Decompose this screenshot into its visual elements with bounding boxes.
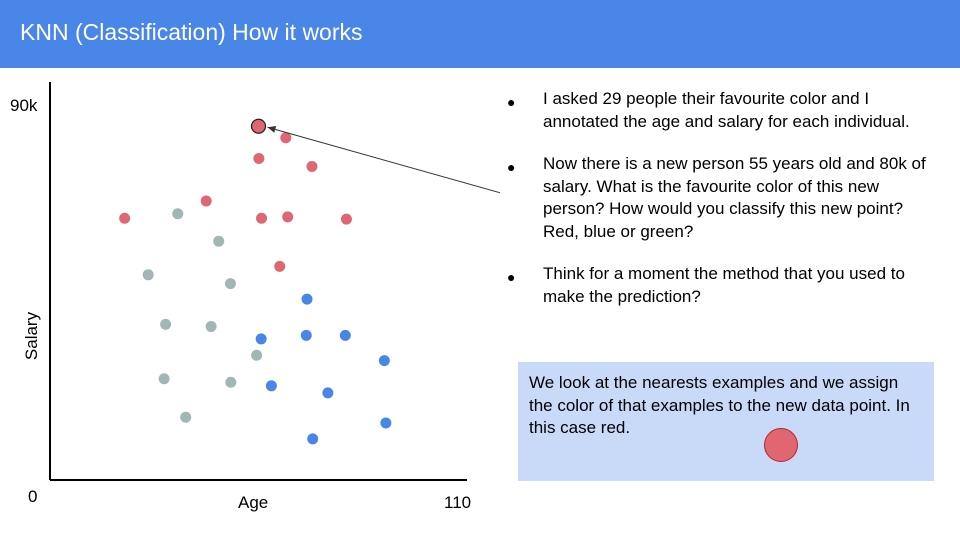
- blue-data-point: [255, 333, 267, 345]
- blue-data-point: [380, 417, 392, 429]
- green-data-point: [224, 278, 236, 290]
- blue-data-point: [265, 380, 277, 392]
- title-bar: KNN (Classification) How it works: [0, 0, 960, 68]
- red-data-point: [253, 153, 265, 165]
- arrow-head-icon: [267, 126, 277, 133]
- x-axis-label: Age: [238, 493, 269, 512]
- green-data-point: [225, 376, 237, 388]
- blue-data-point: [339, 329, 351, 341]
- green-data-point: [251, 349, 263, 361]
- bullet-text: I asked 29 people their favourite color …: [543, 89, 910, 131]
- green-data-point: [172, 208, 184, 220]
- green-data-point: [180, 411, 192, 423]
- green-data-point: [205, 321, 217, 333]
- red-data-point: [280, 132, 292, 144]
- bullet-item: ● I asked 29 people their favourite colo…: [503, 88, 943, 133]
- bullet-dot-icon: ●: [507, 269, 516, 285]
- red-data-point: [282, 211, 294, 223]
- green-data-point: [160, 318, 172, 330]
- bullet-dot-icon: ●: [507, 159, 516, 175]
- new-data-point: [250, 118, 267, 134]
- y-axis-label: Salary: [22, 311, 41, 361]
- bullet-dot-icon: ●: [507, 94, 516, 110]
- x-max-label: 110: [444, 493, 472, 512]
- green-data-point: [158, 373, 170, 385]
- red-data-point: [274, 260, 286, 272]
- red-data-point: [340, 213, 352, 225]
- green-data-point: [213, 235, 225, 247]
- red-data-point: [306, 160, 318, 172]
- blue-data-point: [300, 329, 312, 341]
- slide-title: KNN (Classification) How it works: [20, 19, 363, 45]
- bullet-list: ● I asked 29 people their favourite colo…: [503, 88, 943, 328]
- red-dot-icon: [764, 428, 798, 462]
- red-data-point: [256, 212, 268, 224]
- green-data-point: [142, 269, 154, 281]
- scatter-chart: [49, 82, 500, 481]
- blue-data-point: [378, 355, 390, 367]
- y-max-label: 90k: [10, 96, 38, 115]
- answer-box: We look at the nearests examples and we …: [518, 362, 934, 481]
- blue-data-point: [307, 433, 319, 445]
- bullet-item: ● Think for a moment the method that you…: [503, 263, 943, 308]
- bullet-text: Think for a moment the method that you u…: [543, 264, 905, 306]
- answer-text: We look at the nearests examples and we …: [529, 373, 910, 437]
- red-data-point: [119, 212, 131, 224]
- red-data-point: [200, 195, 212, 207]
- blue-data-point: [301, 293, 313, 305]
- bullet-item: ● Now there is a new person 55 years old…: [503, 153, 943, 243]
- blue-data-point: [322, 387, 334, 399]
- pointer-arrow: [267, 126, 500, 194]
- bullet-text: Now there is a new person 55 years old a…: [543, 154, 926, 241]
- origin-label: 0: [28, 487, 38, 506]
